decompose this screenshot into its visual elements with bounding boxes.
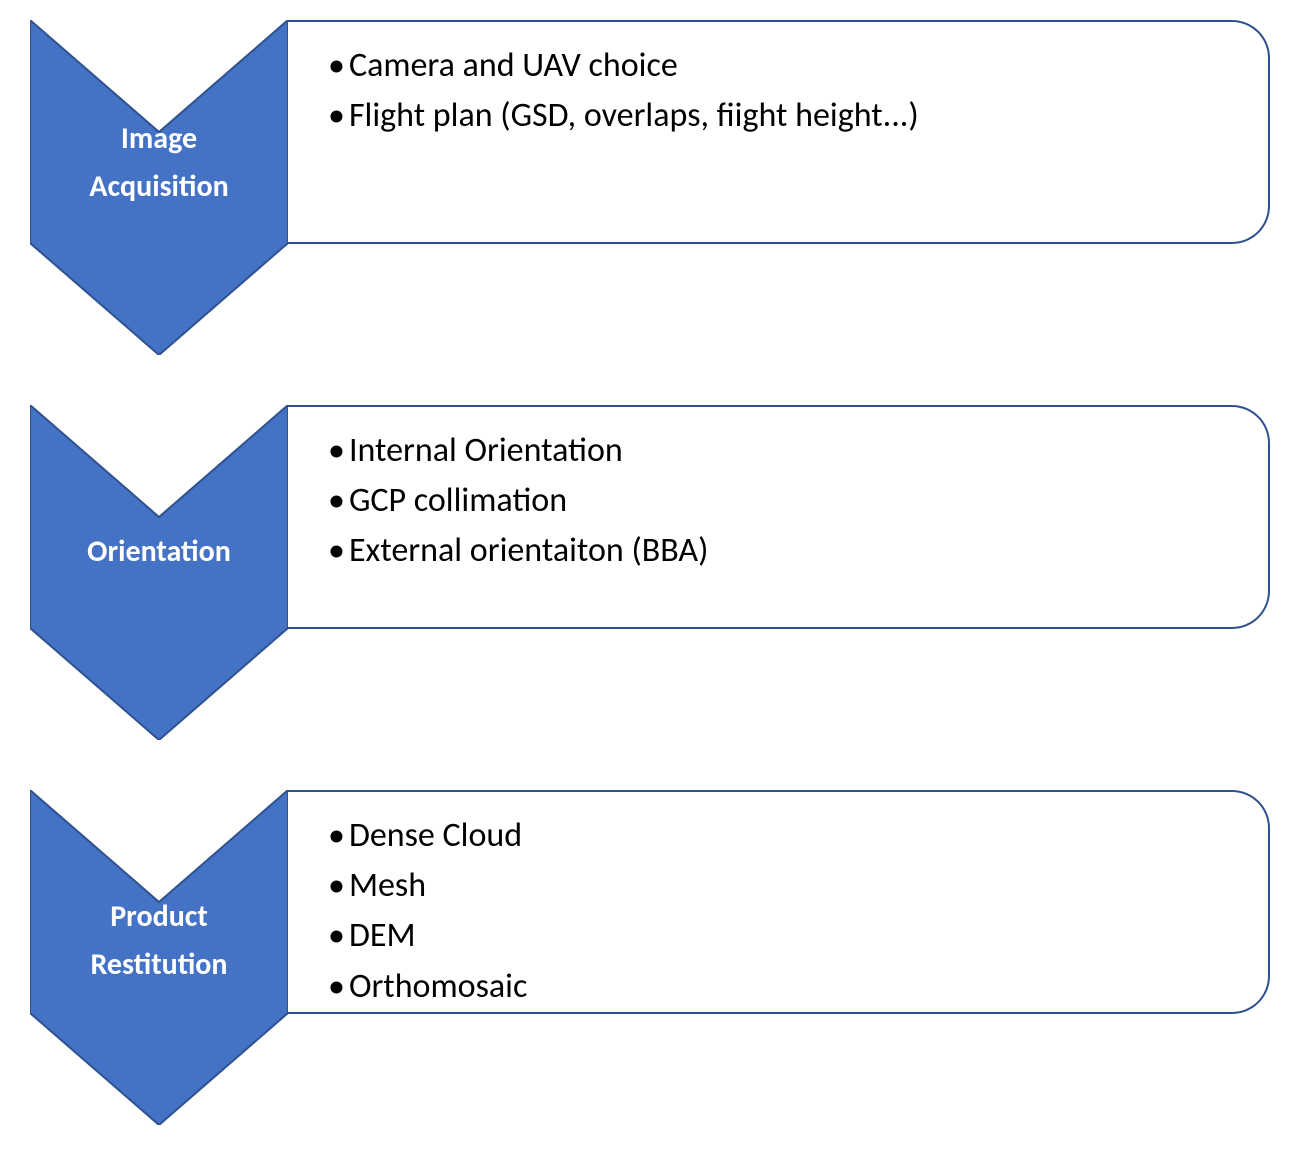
flow-step-product-restitution: ProductRestitutionDense CloudMeshDEMOrth… xyxy=(30,790,1270,1125)
bullet-item: Mesh xyxy=(328,864,1228,908)
chevron-image-acquisition xyxy=(30,20,288,355)
bullet-item: GCP collimation xyxy=(328,479,1228,523)
bullet-item: Orthomosaic xyxy=(328,965,1228,1009)
flow-step-orientation: OrientationInternal OrientationGCP colli… xyxy=(30,405,1270,740)
bullet-item: Flight plan (GSD, overlaps, fiight heigh… xyxy=(328,94,1228,138)
chevron-product-restitution xyxy=(30,790,288,1125)
bullet-list: Internal Orientation GCP collimation Exter… xyxy=(328,429,1228,574)
content-box-image-acquisition: Camera and UAV choice Flight plan (GSD, o… xyxy=(288,20,1270,244)
chevron-orientation xyxy=(30,405,288,740)
content-box-product-restitution: Dense Cloud Mesh DEM Orthomosaic xyxy=(288,790,1270,1014)
bullet-item: Internal Orientation xyxy=(328,429,1228,473)
bullet-item: Camera and UAV choice xyxy=(328,44,1228,88)
bullet-list: Dense Cloud Mesh DEM Orthomosaic xyxy=(328,814,1228,1009)
bullet-item: DEM xyxy=(328,914,1228,958)
bullet-item: External orientaiton (BBA) xyxy=(328,529,1228,573)
flow-step-image-acquisition: ImageAcquisitionCamera and UAV choiceFli… xyxy=(30,20,1270,355)
bullet-list: Camera and UAV choice Flight plan (GSD, o… xyxy=(328,44,1228,138)
bullet-item: Dense Cloud xyxy=(328,814,1228,858)
process-flow-diagram: ImageAcquisitionCamera and UAV choiceFli… xyxy=(30,20,1270,1175)
content-box-orientation: Internal Orientation GCP collimation Exter… xyxy=(288,405,1270,629)
